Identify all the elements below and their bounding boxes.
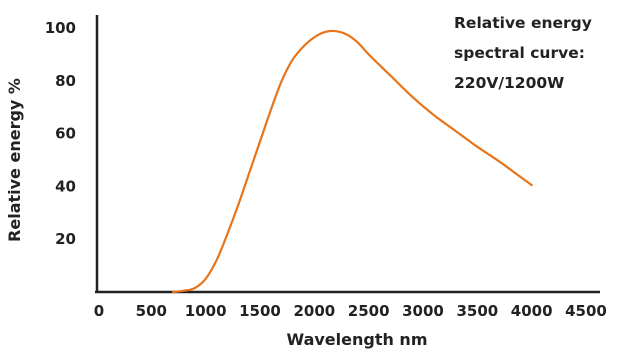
y-tick-label: 60 xyxy=(55,125,76,143)
x-tick-label: 4500 xyxy=(565,302,607,320)
y-tick-label: 40 xyxy=(55,177,76,195)
annotation-line-1: Relative energy xyxy=(454,14,592,32)
annotation-line-2: spectral curve: xyxy=(454,44,585,62)
x-tick-label: 1000 xyxy=(185,302,227,320)
x-tick-label: 0 xyxy=(94,302,104,320)
x-tick-label: 3000 xyxy=(402,302,444,320)
x-tick-label: 3500 xyxy=(456,302,498,320)
y-tick-label: 100 xyxy=(45,19,76,37)
y-tick-label: 20 xyxy=(55,230,76,248)
y-tick-labels: 20 40 60 80 100 xyxy=(45,19,76,248)
y-tick-label: 80 xyxy=(55,72,76,90)
x-axis-title: Wavelength nm xyxy=(286,330,427,349)
annotation-line-3: 220V/1200W xyxy=(454,74,564,92)
x-tick-label: 500 xyxy=(136,302,167,320)
x-tick-labels: 0 500 1000 1500 2000 2500 3000 3500 4000 4500 xyxy=(94,302,607,320)
chart-annotation: Relative energy spectral curve: 220V/120… xyxy=(454,14,592,92)
x-tick-label: 4000 xyxy=(511,302,553,320)
series-line xyxy=(171,29,533,294)
x-tick-label: 1500 xyxy=(239,302,281,320)
x-tick-label: 2000 xyxy=(293,302,335,320)
y-axis-title: Relative energy % xyxy=(5,78,24,242)
x-tick-label: 2500 xyxy=(348,302,390,320)
